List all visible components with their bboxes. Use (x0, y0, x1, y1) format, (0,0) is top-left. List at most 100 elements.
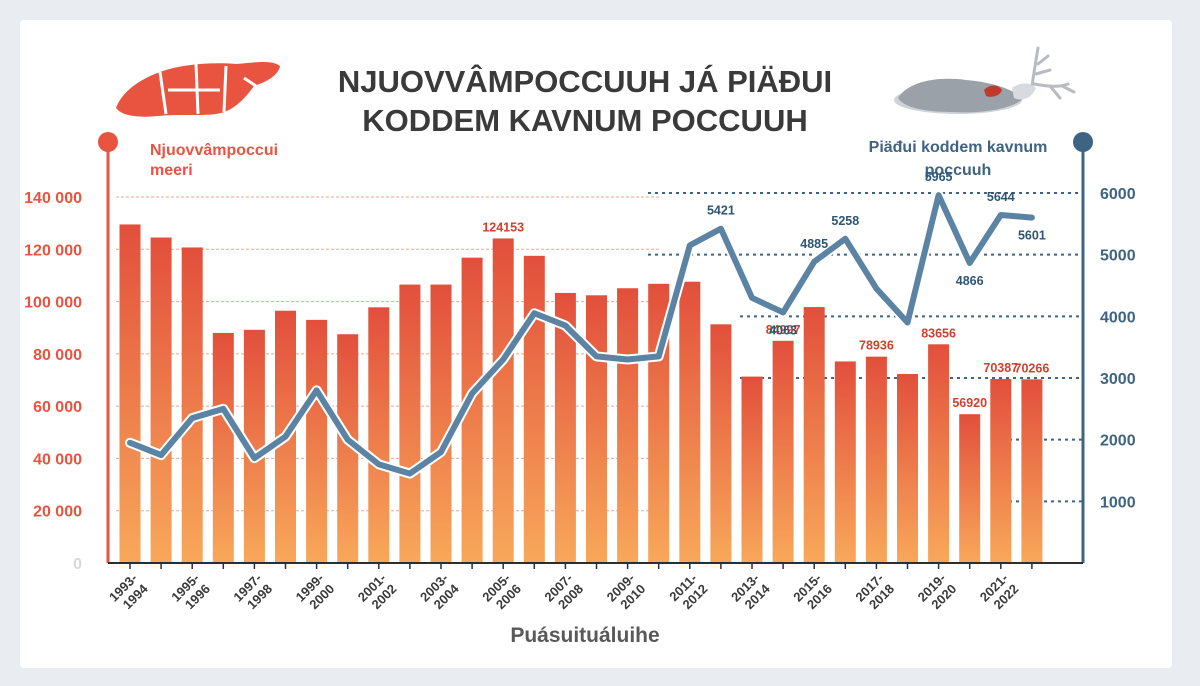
line-data-label: 5421 (707, 204, 735, 218)
bar (368, 307, 390, 563)
x-tick-label: 2015-2016 (790, 571, 835, 613)
bar (212, 332, 234, 563)
line-series-path (127, 192, 1035, 477)
line-point (906, 321, 909, 324)
line-point (657, 354, 661, 358)
x-tick-label: 2011-2012 (666, 571, 710, 613)
line-point (937, 193, 941, 197)
bar (928, 344, 950, 563)
chart-title-line-1: NJUOVVÂMPOCCUUH JÁ PIÄĐUI (338, 63, 832, 99)
bar-data-label: 83656 (921, 326, 956, 340)
line-point (284, 435, 287, 439)
x-tick-label: 2017-2018 (852, 571, 897, 613)
line-point (501, 358, 505, 361)
x-tick-label: 2013-2014 (728, 571, 773, 613)
right-axis-title-line-1: Piäđui koddem kavnum (869, 139, 1048, 156)
line-point (563, 324, 567, 328)
bar-data-label: 84997 (766, 323, 801, 337)
right-axis-title-line-2: poccuuh (925, 162, 992, 179)
line-point (159, 453, 163, 457)
line-point (781, 310, 785, 314)
right-tick-label: 4000 (1100, 309, 1136, 326)
bar (430, 284, 452, 563)
line-point (252, 456, 256, 460)
left-tick-label: 120 000 (24, 242, 82, 259)
bar (834, 361, 856, 563)
line-data-label: 4063 (769, 323, 797, 337)
bar-data-label: 56920 (952, 396, 987, 410)
right-axis-marker (1073, 132, 1093, 152)
line-point (812, 260, 816, 264)
left-tick-label: 0 (73, 556, 82, 573)
line-point (377, 462, 381, 466)
line-point (346, 438, 350, 442)
x-tick-label: 1999-2000 (293, 571, 338, 613)
right-tick-label: 5000 (1100, 248, 1136, 265)
line-point (532, 311, 536, 315)
line-data-label: 5644 (987, 190, 1015, 204)
left-axis-title-line-1: Njuovvâmpoccui (150, 142, 278, 159)
line-point (439, 450, 443, 454)
line-point (221, 407, 225, 411)
bar (554, 292, 576, 563)
bar (617, 288, 639, 563)
bar-data-label: 70266 (1015, 361, 1050, 375)
axes (98, 132, 1093, 569)
bar-data-label: 70387 (983, 361, 1018, 375)
bar (586, 295, 607, 563)
line-point (968, 261, 972, 265)
bar (399, 284, 421, 563)
x-tick-label: 2001-2002 (355, 571, 400, 613)
bar (1021, 379, 1043, 563)
bar (181, 247, 203, 563)
line-data-label: 5601 (1018, 229, 1046, 243)
x-tick-label: 2007-2008 (541, 571, 586, 613)
bar (492, 238, 514, 563)
chart-title-line-2: KODDEM KAVNUM POCCUUH (362, 103, 807, 138)
line-point (1030, 216, 1034, 220)
bar (741, 376, 763, 563)
line-point (750, 296, 754, 300)
bar (772, 340, 794, 563)
line-data-label: 4885 (800, 237, 828, 251)
line-point (843, 237, 847, 241)
left-tick-label: 20 000 (33, 504, 82, 521)
line-data-label: 5258 (831, 214, 859, 228)
x-tick-label: 1997-1998 (230, 571, 275, 613)
left-axis-title-line-2: meeri (150, 162, 193, 179)
bar (306, 319, 328, 563)
bar-data-label: 124153 (482, 220, 524, 234)
line-point (315, 388, 319, 392)
x-tick-label: 2019-2020 (915, 571, 960, 613)
left-tick-label: 100 000 (24, 295, 82, 312)
line-point (128, 441, 132, 445)
line-series-halo (125, 190, 1037, 479)
bar (679, 281, 701, 563)
bar (523, 255, 545, 564)
line-point (408, 472, 412, 476)
bar (243, 329, 265, 563)
x-axis-title: Puásuituáluihe (510, 624, 659, 647)
left-tick-label: 140 000 (24, 190, 82, 207)
right-tick-label: 1000 (1100, 494, 1136, 511)
bar (337, 334, 359, 563)
x-tick-label: 1995-1996 (168, 571, 213, 613)
right-tick-label: 3000 (1100, 371, 1136, 388)
right-tick-label: 2000 (1100, 433, 1136, 450)
bar-series (119, 224, 1043, 564)
line-point (190, 416, 194, 420)
line-point (719, 227, 723, 231)
bar (119, 224, 141, 563)
bar (897, 373, 918, 563)
line-data-label: 5965 (925, 170, 953, 184)
x-tick-label: 2005-2006 (479, 571, 524, 613)
line-point (874, 287, 878, 291)
reindeer-icon (894, 46, 1076, 114)
x-tick-label: 1993-1994 (106, 571, 151, 613)
meat-cuts-icon (116, 62, 280, 117)
bar (461, 257, 483, 563)
line-point (688, 243, 692, 247)
